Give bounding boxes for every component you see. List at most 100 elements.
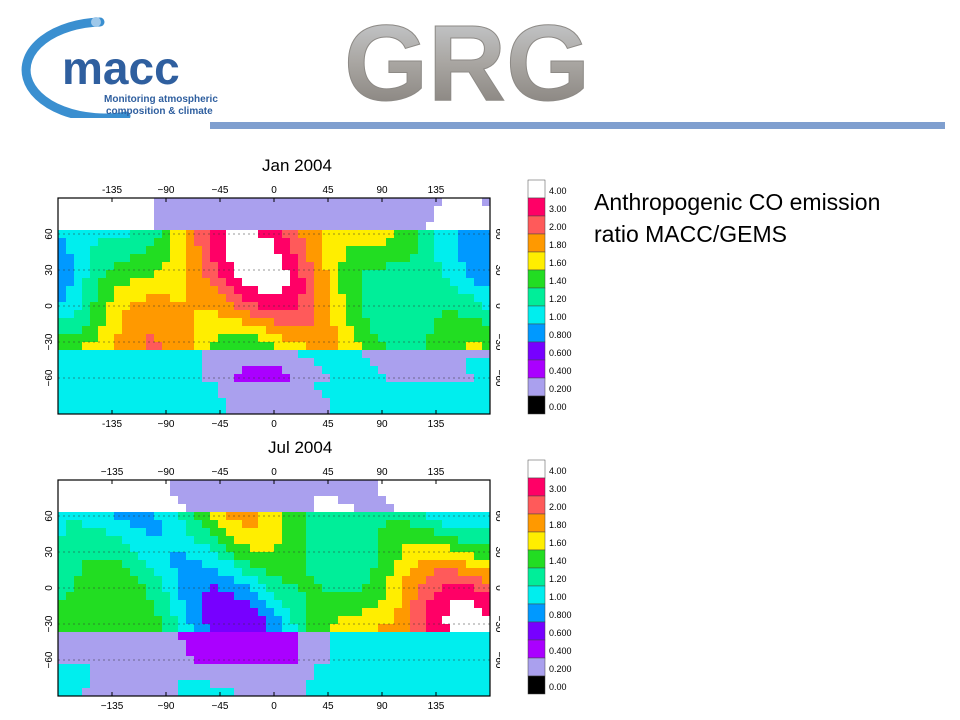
heatmap-cell <box>106 230 115 239</box>
heatmap-cell <box>194 504 203 513</box>
heatmap-cell <box>226 374 235 383</box>
heatmap-cell <box>58 278 67 287</box>
heatmap-cell <box>90 592 99 601</box>
heatmap-cell <box>282 656 291 665</box>
heatmap-cell <box>306 286 315 295</box>
heatmap-cell <box>186 382 195 391</box>
heatmap-cell <box>458 326 467 335</box>
heatmap-cell <box>98 350 107 359</box>
heatmap-cell <box>146 214 155 223</box>
heatmap-cell <box>346 302 355 311</box>
heatmap-cell <box>98 214 107 223</box>
heatmap-cell <box>266 656 275 665</box>
heatmap-cell <box>442 544 451 553</box>
heatmap-cell <box>370 552 379 561</box>
heatmap-cell <box>154 536 163 545</box>
heatmap-cell <box>98 294 107 303</box>
heatmap-cell <box>266 568 275 577</box>
x-tick-label-bottom: 135 <box>428 419 445 430</box>
heatmap-cell <box>250 286 259 295</box>
heatmap-cell <box>394 520 403 529</box>
heatmap-cell <box>434 480 443 489</box>
x-tick-label-top: 45 <box>322 467 334 478</box>
heatmap-cell <box>202 536 211 545</box>
colorbar-label: 3.00 <box>549 204 567 214</box>
heatmap-cell <box>170 366 179 375</box>
heatmap-cell <box>306 366 315 375</box>
heatmap-cell <box>258 286 267 295</box>
heatmap-cell <box>194 342 203 351</box>
heatmap-cell <box>98 648 107 657</box>
heatmap-cell <box>386 648 395 657</box>
heatmap-cell <box>402 310 411 319</box>
heatmap-cell <box>410 382 419 391</box>
heatmap-cell <box>162 206 171 215</box>
heatmap-cell <box>442 366 451 375</box>
x-tick-label-bottom: 45 <box>322 701 334 712</box>
heatmap-cell <box>90 576 99 585</box>
heatmap-cell <box>338 600 347 609</box>
heatmap-cell <box>162 350 171 359</box>
heatmap-cell <box>266 302 275 311</box>
heatmap-cell <box>410 640 419 649</box>
heatmap-cell <box>194 366 203 375</box>
heatmap-cell <box>466 358 475 367</box>
heatmap-cell <box>370 262 379 271</box>
heatmap-cell <box>242 382 251 391</box>
heatmap-cell <box>354 222 363 231</box>
heatmap-cell <box>346 230 355 239</box>
heatmap-cell <box>162 624 171 633</box>
heatmap-cell <box>306 632 315 641</box>
heatmap-cell <box>338 640 347 649</box>
heatmap-cell <box>338 222 347 231</box>
heatmap-cell <box>178 350 187 359</box>
heatmap-cell <box>226 624 235 633</box>
heatmap-cell <box>122 222 131 231</box>
heatmap-cell <box>410 568 419 577</box>
heatmap-cell <box>474 198 483 207</box>
heatmap-cell <box>426 198 435 207</box>
heatmap-cell <box>346 672 355 681</box>
heatmap-cell <box>434 262 443 271</box>
heatmap-cell <box>154 576 163 585</box>
heatmap-cell <box>74 334 83 343</box>
heatmap-cell <box>290 278 299 287</box>
heatmap-cell <box>162 334 171 343</box>
heatmap-cell <box>90 342 99 351</box>
heatmap-cell <box>458 366 467 375</box>
heatmap-cell <box>378 648 387 657</box>
heatmap-cell <box>138 592 147 601</box>
heatmap-cell <box>442 664 451 673</box>
heatmap-cell <box>218 576 227 585</box>
heatmap-cell <box>218 504 227 513</box>
heatmap-cell <box>114 334 123 343</box>
heatmap-cell <box>178 334 187 343</box>
heatmap-cell <box>450 326 459 335</box>
heatmap-cell <box>90 310 99 319</box>
heatmap-cell <box>298 198 307 207</box>
y-tick-label-right: −30 <box>493 616 500 633</box>
colorbar-swatch <box>527 567 546 587</box>
heatmap-cell <box>322 664 331 673</box>
heatmap-cell <box>90 688 99 697</box>
heatmap-cell <box>378 342 387 351</box>
heatmap-cell <box>106 480 115 489</box>
heatmap-cell <box>306 318 315 327</box>
heatmap-cell <box>146 334 155 343</box>
heatmap-cell <box>442 648 451 657</box>
heatmap-cell <box>106 350 115 359</box>
heatmap-cell <box>106 632 115 641</box>
heatmap-cell <box>202 254 211 263</box>
heatmap-cell <box>82 600 91 609</box>
heatmap-cell <box>338 664 347 673</box>
heatmap-cell <box>82 536 91 545</box>
heatmap-cell <box>338 366 347 375</box>
heatmap-cell <box>386 560 395 569</box>
heatmap-cell <box>218 382 227 391</box>
heatmap-cell <box>370 326 379 335</box>
heatmap-cell <box>370 488 379 497</box>
heatmap-cell <box>306 488 315 497</box>
heatmap-cell <box>114 640 123 649</box>
heatmap-cell <box>450 624 459 633</box>
heatmap-cell <box>226 390 235 399</box>
